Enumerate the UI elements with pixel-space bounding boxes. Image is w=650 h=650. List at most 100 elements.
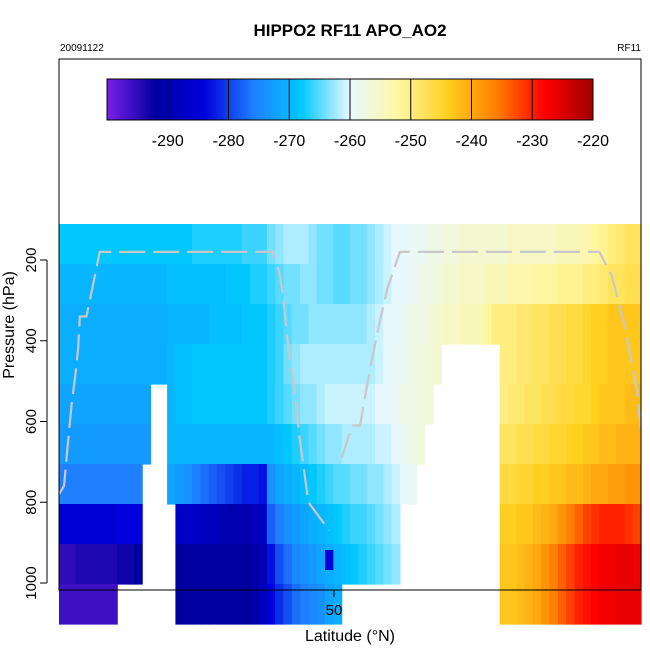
heatmap-cell <box>624 344 634 385</box>
heatmap-cell <box>399 264 409 305</box>
heatmap-cell <box>283 264 293 305</box>
heatmap-cell <box>574 584 584 625</box>
heatmap-cell <box>183 544 193 585</box>
heatmap-cell <box>574 504 584 545</box>
heatmap-cell <box>532 264 542 305</box>
heatmap-cell <box>333 384 343 425</box>
heatmap-cell <box>183 344 193 385</box>
heatmap-cell <box>599 464 609 505</box>
heatmap-cell <box>632 464 642 505</box>
heatmap-cell <box>607 224 617 265</box>
heatmap-cell <box>133 304 143 345</box>
heatmap-cell <box>607 584 617 625</box>
heatmap-cell <box>607 504 617 545</box>
heatmap-cell <box>383 424 393 465</box>
heatmap-cell <box>333 584 343 625</box>
heatmap-cell <box>350 504 359 545</box>
heatmap-cell <box>557 584 567 625</box>
heatmap-cell <box>275 384 285 425</box>
heatmap-cell <box>549 304 559 345</box>
colorbar-tick-label: -220 <box>577 133 609 150</box>
heatmap-cell <box>524 504 534 545</box>
heatmap-cell <box>59 584 68 625</box>
heatmap-cell <box>599 544 609 585</box>
heatmap-cell <box>250 384 260 425</box>
heatmap-cell <box>100 264 110 305</box>
heatmap-cell <box>225 424 235 465</box>
heatmap-cell <box>449 224 459 265</box>
heatmap-cell <box>75 504 85 545</box>
heatmap-cell <box>416 424 426 465</box>
heatmap-cell <box>449 304 459 345</box>
heatmap-cell <box>216 504 226 545</box>
heatmap-cell <box>59 344 68 385</box>
heatmap-cell <box>591 544 601 585</box>
heatmap-cell <box>599 504 609 545</box>
heatmap-cell <box>241 464 251 505</box>
heatmap-cell <box>624 384 634 425</box>
heatmap-cell <box>283 224 293 265</box>
heatmap-cell <box>233 264 243 305</box>
heatmap-cell <box>524 384 534 425</box>
heatmap-cell <box>399 304 409 345</box>
heatmap-cell <box>325 344 334 385</box>
heatmap-cell <box>192 264 201 305</box>
heatmap-cell <box>383 224 393 265</box>
heatmap-cell <box>167 224 176 265</box>
heatmap-cell <box>167 264 176 305</box>
heatmap-cell <box>516 584 526 625</box>
heatmap-cell <box>399 384 409 425</box>
heatmap-cell <box>208 384 218 425</box>
heatmap-cell <box>75 424 85 465</box>
heatmap-cell <box>108 584 118 625</box>
heatmap-cell <box>216 224 226 265</box>
heatmap-cell <box>300 504 310 545</box>
heatmap-cell <box>333 464 343 505</box>
heatmap-cell <box>100 384 110 425</box>
heatmap-cell <box>225 584 235 625</box>
heatmap-cell <box>325 424 334 465</box>
heatmap-cell <box>283 544 293 585</box>
heatmap-cell <box>316 264 326 305</box>
heatmap-cell <box>291 504 301 545</box>
heatmap-cell <box>499 304 509 345</box>
heatmap-cell <box>308 464 318 505</box>
heatmap-cell <box>83 424 93 465</box>
heatmap-cell <box>616 504 625 545</box>
heatmap-cell <box>516 464 526 505</box>
heatmap-cell <box>557 304 567 345</box>
heatmap-cell <box>358 344 368 385</box>
heatmap-cell <box>516 424 526 465</box>
heatmap-cell <box>183 424 193 465</box>
heatmap-cell <box>233 504 243 545</box>
heatmap-cell <box>499 464 509 505</box>
heatmap-cells <box>59 224 642 625</box>
heatmap-cell <box>316 464 326 505</box>
heatmap-cell <box>175 264 185 305</box>
heatmap-cell <box>541 264 551 305</box>
heatmap-cell <box>416 304 426 345</box>
heatmap-cell <box>258 344 268 385</box>
heatmap-cell <box>100 544 110 585</box>
heatmap-cell <box>59 544 68 585</box>
heatmap-cell <box>350 464 359 505</box>
heatmap-cell <box>208 584 218 625</box>
heatmap-cell <box>333 344 343 385</box>
y-tick-label: 400 <box>23 328 40 353</box>
heatmap-cell <box>150 304 160 345</box>
heatmap-cell <box>108 224 118 265</box>
heatmap-cell <box>283 504 293 545</box>
heatmap-cell <box>366 224 376 265</box>
heatmap-cell <box>624 504 634 545</box>
heatmap-cell <box>83 304 93 345</box>
heatmap-cell <box>632 344 642 385</box>
heatmap-cell <box>524 464 534 505</box>
heatmap-cell <box>366 384 376 425</box>
heatmap-cell <box>524 544 534 585</box>
heatmap-cell <box>225 544 235 585</box>
heatmap-cell <box>142 344 152 385</box>
heatmap-cell <box>624 424 634 465</box>
heatmap-cell <box>616 384 625 425</box>
heatmap-cell <box>183 304 193 345</box>
